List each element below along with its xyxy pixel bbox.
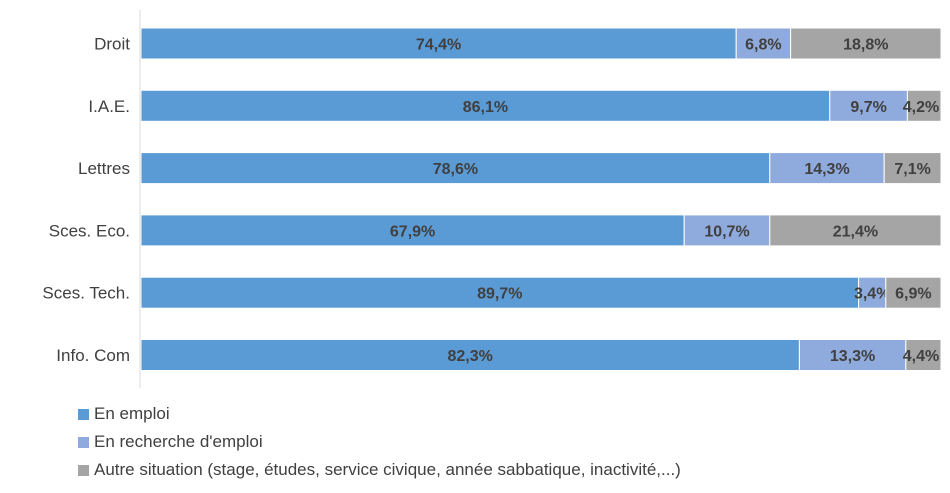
data-label: 67,9%: [390, 223, 435, 240]
data-label: 78,6%: [433, 161, 478, 178]
category-label: Sces. Tech.: [42, 284, 130, 303]
data-label: 10,7%: [704, 223, 749, 240]
data-label: 74,4%: [416, 37, 461, 54]
data-label: 13,3%: [830, 348, 875, 365]
legend-label: Autre situation (stage, études, service …: [94, 460, 681, 480]
data-label: 18,8%: [843, 37, 888, 54]
data-label: 6,8%: [745, 37, 781, 54]
data-label: 89,7%: [477, 286, 522, 303]
data-label: 4,2%: [903, 99, 939, 116]
category-label: I.A.E.: [88, 97, 130, 116]
legend-label: En recherche d'emploi: [94, 432, 263, 452]
bars-group: Droit 74,4% 6,8% 18,8% I.A.E. 86,1% 9,7% 4,2% Le…: [42, 28, 941, 371]
legend: En emploi En recherche d'emploi Autre si…: [78, 400, 681, 484]
data-label: 14,3%: [804, 161, 849, 178]
data-label: 82,3%: [448, 348, 493, 365]
category-label: Info. Com: [56, 346, 130, 365]
legend-item: En emploi: [78, 400, 681, 428]
data-label: 6,9%: [895, 286, 931, 303]
legend-swatch-en-recherche: [78, 437, 89, 448]
legend-item: En recherche d'emploi: [78, 428, 681, 456]
stacked-bar-chart: Droit 74,4% 6,8% 18,8% I.A.E. 86,1% 9,7% 4,2% Le…: [0, 0, 950, 400]
data-label: 21,4%: [833, 223, 878, 240]
data-label: 9,7%: [850, 99, 886, 116]
legend-label: En emploi: [94, 404, 170, 424]
category-label: Sces. Eco.: [49, 221, 130, 240]
data-label: 4,4%: [903, 348, 939, 365]
data-label: 7,1%: [894, 161, 930, 178]
category-label: Lettres: [78, 159, 130, 178]
legend-item: Autre situation (stage, études, service …: [78, 456, 681, 484]
data-label: 86,1%: [463, 99, 508, 116]
category-label: Droit: [94, 35, 130, 54]
legend-swatch-autre-situation: [78, 465, 89, 476]
data-label: 3,4%: [854, 286, 890, 303]
legend-swatch-en-emploi: [78, 409, 89, 420]
